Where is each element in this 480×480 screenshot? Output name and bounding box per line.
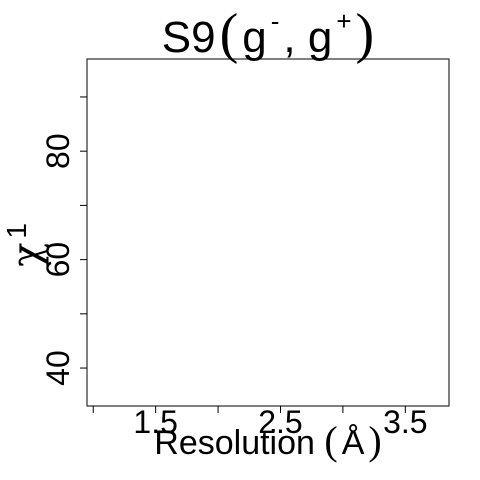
x-axis-label-open-paren: ( <box>324 418 337 463</box>
y-axis-label-sup: 1 <box>1 223 32 239</box>
x-tick-label: 3.5 <box>383 404 427 440</box>
x-axis-label-text: Resolution <box>154 424 324 462</box>
x-axis: 1.5 2.5 3.5 <box>92 404 428 440</box>
title-second-sup: + <box>336 6 351 36</box>
y-tick-label: 60 <box>40 242 76 278</box>
x-axis-label: Resolution ( Å ) <box>154 418 381 463</box>
x-tick-label: 2.5 <box>258 404 302 440</box>
y-axis: 40 60 80 <box>40 96 87 386</box>
plot-area <box>86 58 450 407</box>
x-axis-label-unit: Å <box>342 424 365 462</box>
title-second: g <box>308 13 332 62</box>
title-separator: , <box>283 13 307 62</box>
y-axis-label-symbol: χ <box>4 243 50 267</box>
x-axis-label-close-paren: ) <box>368 418 381 463</box>
title-first: g <box>242 13 266 62</box>
y-tick-label: 40 <box>40 350 76 386</box>
y-axis-label: χ 1 <box>1 223 50 267</box>
title-first-sup: - <box>271 6 280 36</box>
title-main: S9 <box>162 13 216 62</box>
chart-title: S9 ( g - , g + ) <box>162 3 374 65</box>
title-open-paren: ( <box>220 3 239 65</box>
y-tick-label: 80 <box>40 133 76 169</box>
x-tick-label: 1.5 <box>133 404 177 440</box>
title-close-paren: ) <box>356 3 375 65</box>
